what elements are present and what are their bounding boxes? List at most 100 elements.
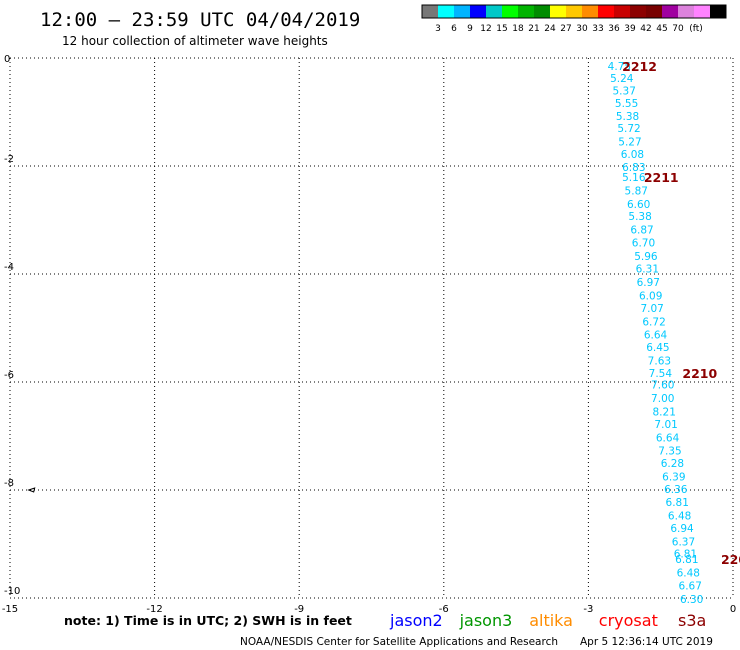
wave-height-value: 6.64 (656, 433, 680, 445)
wave-height-value: 5.16 (622, 172, 646, 184)
wave-height-value: 7.01 (654, 419, 677, 431)
y-tick-label: -10 (4, 586, 20, 597)
legend-label: 12 (480, 24, 491, 34)
x-tick-label: -9 (294, 604, 304, 615)
wave-height-value: 6.97 (637, 277, 660, 289)
legend-swatch (566, 5, 582, 18)
wave-height-value: 5.55 (615, 98, 638, 110)
wave-height-value: 6.28 (661, 458, 684, 470)
legend-label: 39 (624, 24, 636, 34)
legend-swatch (486, 5, 502, 18)
y-tick-label: -4 (4, 262, 14, 273)
wave-height-value: 7.63 (648, 355, 671, 367)
wave-height-value: 6.81 (675, 554, 698, 566)
x-tick-label: 0 (730, 604, 736, 615)
legend-label: 15 (496, 24, 507, 34)
wave-height-value: 6.37 (672, 536, 695, 548)
legend-label: 30 (576, 24, 588, 34)
wave-height-value: 6.87 (630, 225, 653, 237)
wave-height-value: 6.30 (680, 594, 703, 606)
wave-height-value: 6.70 (632, 238, 655, 250)
pass-number-label: 2210 (682, 366, 717, 381)
wave-height-value: 6.64 (644, 329, 668, 341)
wave-height-value: 7.54 (649, 368, 673, 380)
legend-label: 36 (608, 24, 620, 34)
wave-height-value: 4.75 (608, 61, 631, 73)
wave-height-value: 6.36 (664, 484, 688, 496)
x-tick-label: -15 (2, 604, 18, 615)
wave-height-value: 5.72 (617, 123, 640, 135)
y-tick-label: 0 (4, 54, 10, 65)
legend-label: 24 (544, 24, 556, 34)
color-legend: 3 6 9 12 15 18 21 24 27 30 33 36 39 42 45 70 (ft) (421, 4, 727, 34)
wave-height-value: 5.27 (618, 137, 641, 149)
legend-swatch (438, 5, 454, 18)
x-tick-label: -3 (583, 604, 593, 615)
chart-title: 12:00 – 23:59 UTC 04/04/2019 (40, 9, 360, 31)
legend-label: 18 (512, 24, 524, 34)
pass-number-label: 2211 (644, 170, 679, 185)
legend-label: 6 (451, 24, 457, 34)
satellite-cryosat: cryosat (599, 611, 658, 630)
wave-height-value: 6.48 (677, 568, 700, 580)
wave-height-value: 6.94 (670, 523, 694, 535)
x-tick-label: -12 (146, 604, 162, 615)
legend-swatch (598, 5, 614, 18)
legend-swatch (582, 5, 598, 18)
legend-label: 9 (467, 24, 473, 34)
satellite-legend: jason2 jason3 altika cryosat s3a (389, 611, 706, 630)
legend-swatch (662, 5, 678, 18)
footer-note: note: 1) Time is in UTC; 2) SWH is in fe… (64, 613, 352, 628)
legend-swatch (630, 5, 646, 18)
satellite-s3a: s3a (678, 611, 706, 630)
legend-label: 45 (656, 24, 667, 34)
y-tick-label: -6 (4, 370, 14, 381)
footer-credit: NOAA/NESDIS Center for Satellite Applica… (240, 636, 558, 648)
legend-swatch (470, 5, 486, 18)
satellite-jason2: jason2 (389, 611, 443, 630)
legend-label: 3 (435, 24, 441, 34)
legend-label: 27 (560, 24, 571, 34)
location-marker (27, 487, 36, 493)
legend-swatch (694, 5, 710, 18)
legend-swatch (710, 5, 726, 18)
wave-height-value: 6.72 (642, 317, 665, 329)
legend-swatch (550, 5, 566, 18)
wave-height-value: 6.09 (639, 291, 662, 303)
wave-height-value: 5.38 (616, 111, 639, 123)
footer-timestamp: Apr 5 12:36:14 UTC 2019 (580, 636, 713, 648)
wave-height-value: 7.00 (651, 393, 674, 405)
wave-height-value: 5.87 (625, 185, 648, 197)
wave-height-value: 7.07 (640, 303, 663, 315)
legend-label: 70 (672, 24, 684, 34)
wave-height-value: 6.39 (662, 472, 685, 484)
legend-unit: (ft) (689, 24, 703, 34)
wave-height-value: 6.31 (636, 264, 659, 276)
legend-label: 42 (640, 24, 651, 34)
x-tick-label: -6 (439, 604, 449, 615)
wave-height-value: 6.60 (627, 199, 650, 211)
legend-label: 33 (592, 24, 603, 34)
wave-height-value: 8.21 (653, 407, 676, 419)
legend-swatch (454, 5, 470, 18)
pass-number-label: 220 (721, 552, 740, 567)
legend-frame (421, 4, 727, 19)
legend-swatch (518, 5, 534, 18)
wave-height-value: 6.45 (646, 342, 669, 354)
pass-number-label: 2212 (622, 59, 657, 74)
plot-grid (9, 57, 734, 599)
wave-height-value: 5.96 (634, 251, 658, 263)
wave-height-value: 6.48 (668, 510, 691, 522)
wave-height-value: 5.38 (628, 211, 651, 223)
wave-height-value: 5.37 (613, 85, 636, 97)
legend-swatch (502, 5, 518, 18)
wave-height-value: 7.60 (651, 380, 674, 392)
satellite-jason3: jason3 (459, 611, 513, 630)
y-tick-label: -8 (4, 478, 14, 489)
satellite-altika: altika (529, 611, 573, 630)
y-tick-label: -2 (4, 154, 14, 165)
legend-swatch (614, 5, 630, 18)
legend-swatch (646, 5, 662, 18)
legend-swatch (678, 5, 694, 18)
